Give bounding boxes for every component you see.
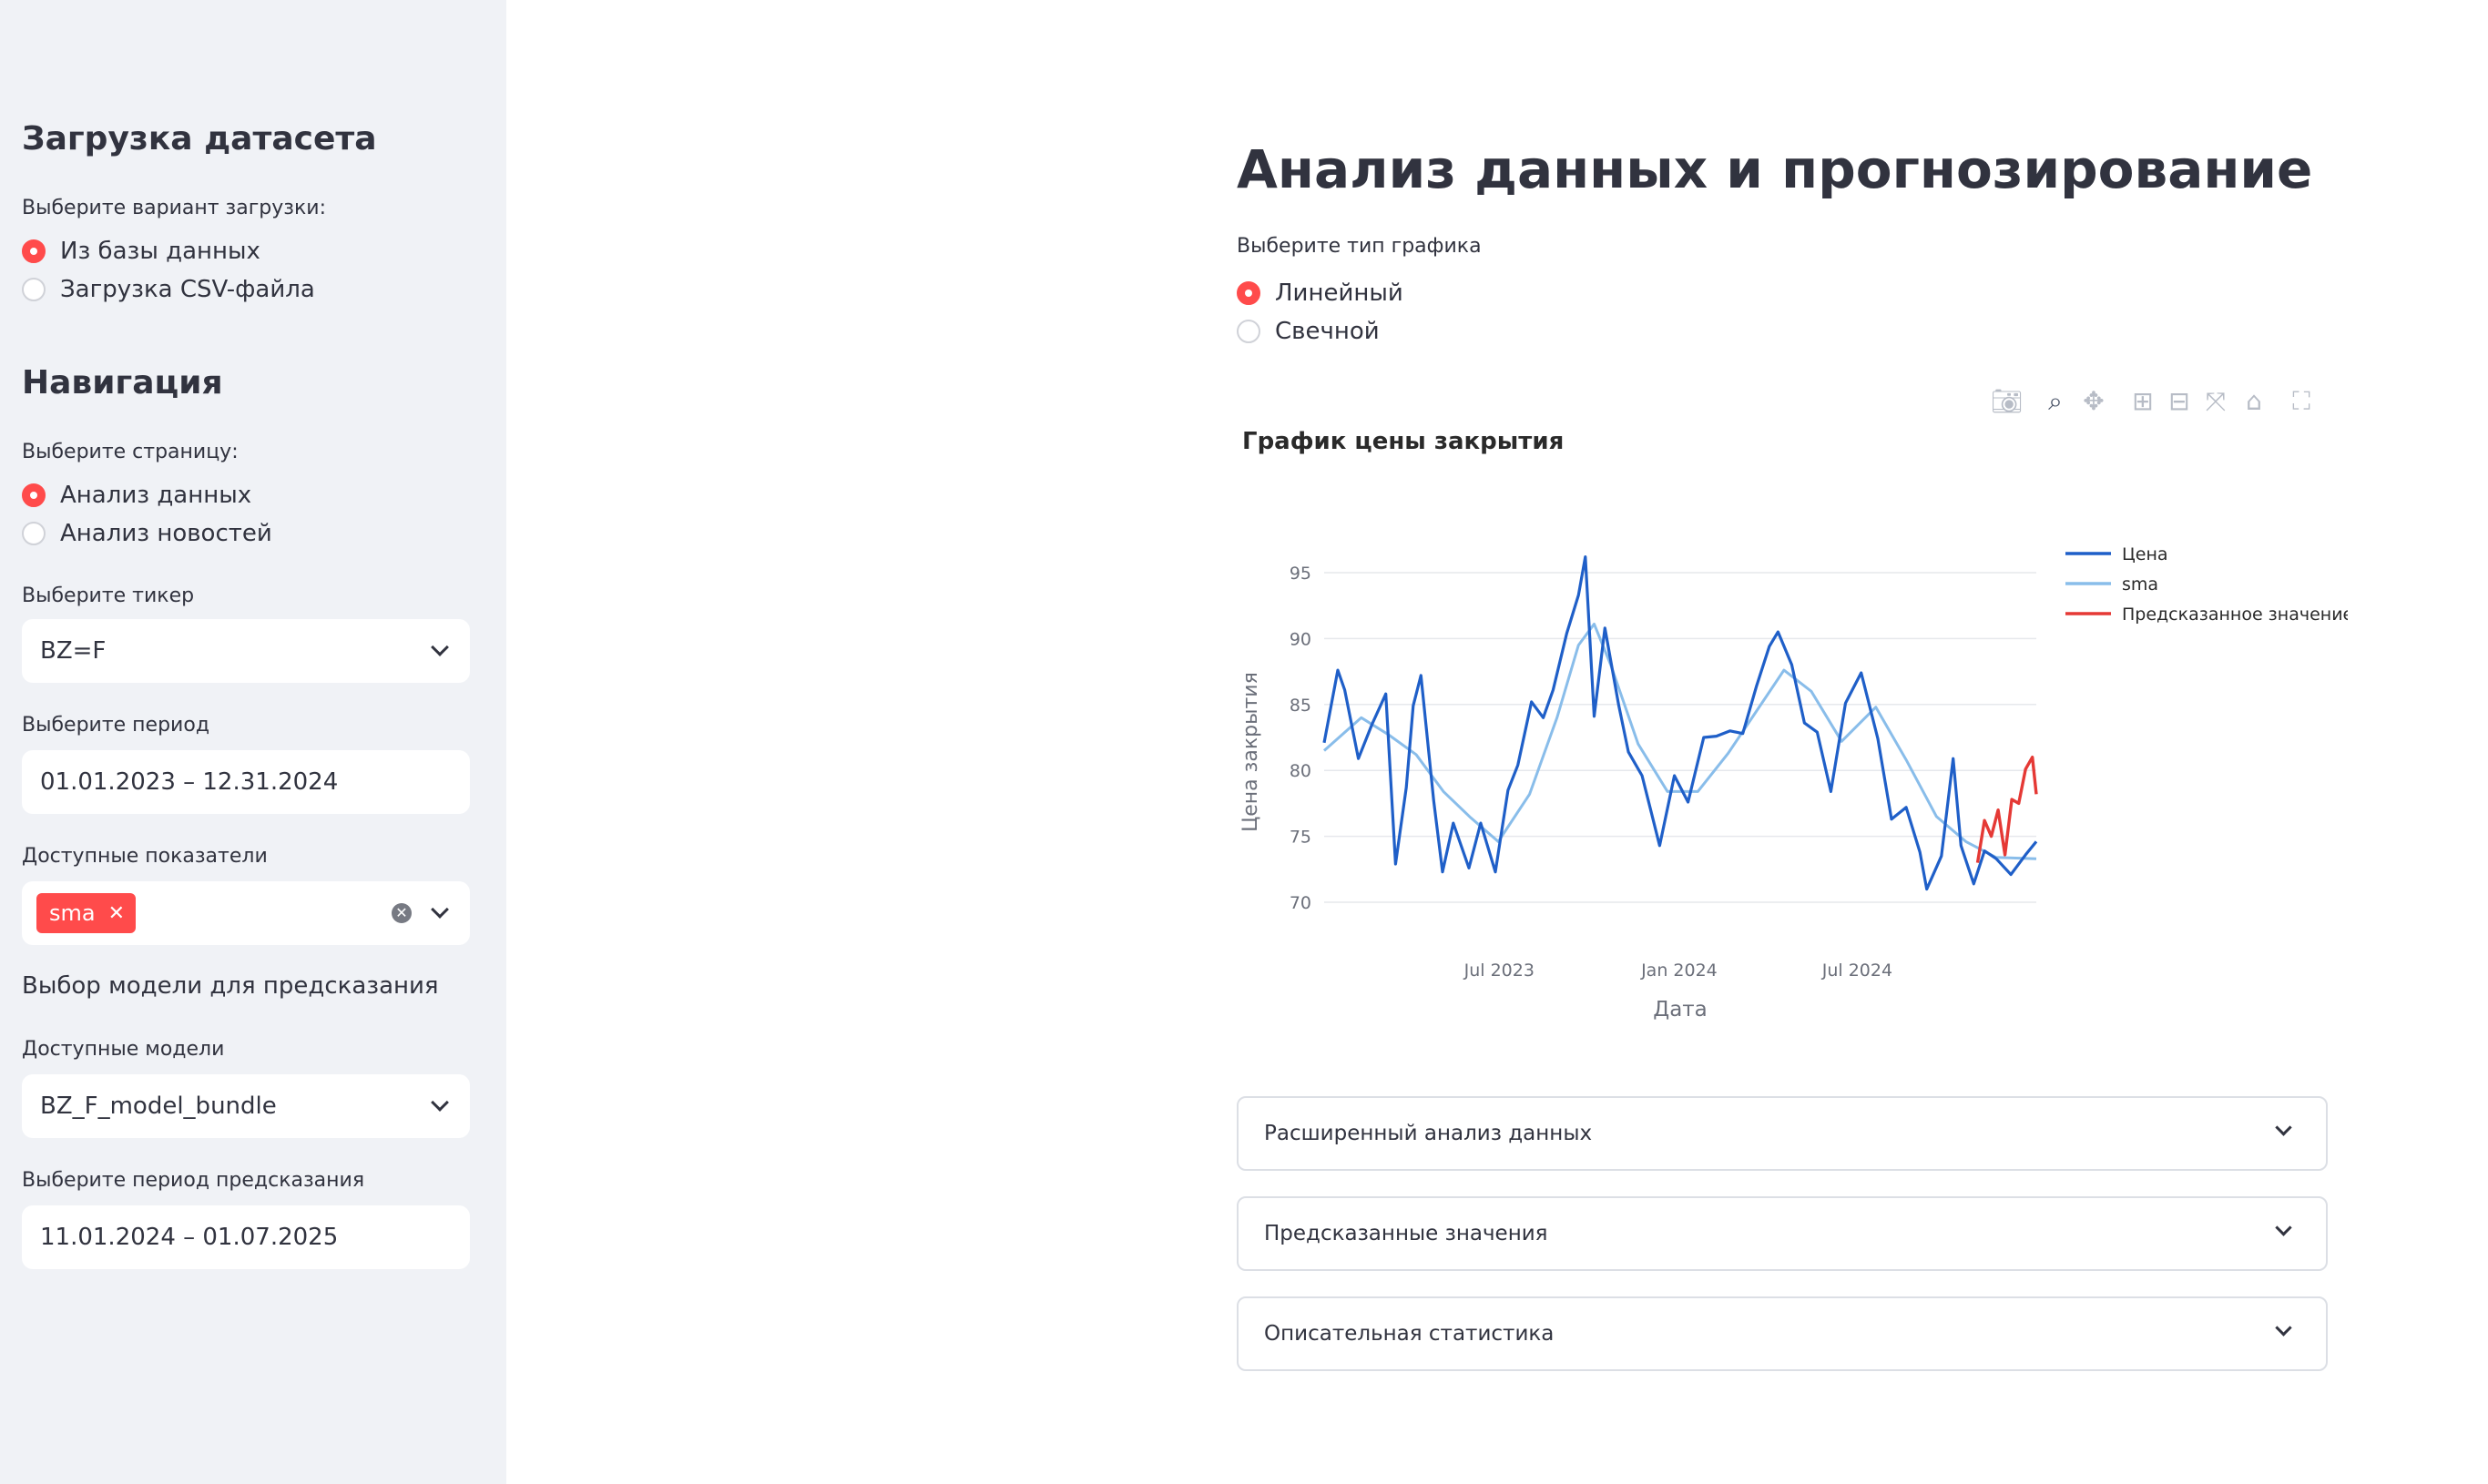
radio-load-csv[interactable]: Загрузка CSV-файла <box>22 273 315 306</box>
x-tick-label: Jul 2024 <box>1821 961 1892 981</box>
radio-label: Загрузка CSV-файла <box>60 276 315 303</box>
period-date-input[interactable]: 01.01.2023 – 12.31.2024 <box>22 750 470 814</box>
expander-predicted-values[interactable]: Предсказанные значения <box>1237 1196 2328 1271</box>
chevron-down-icon <box>431 638 449 656</box>
camera-icon[interactable]: 📷︎ <box>1991 386 2024 416</box>
radio-label: Анализ данных <box>60 482 252 509</box>
y-tick-label: 80 <box>1290 761 1311 781</box>
period-value: 01.01.2023 – 12.31.2024 <box>40 768 339 796</box>
chevron-down-icon <box>431 1093 449 1112</box>
ticker-select[interactable]: BZ=F <box>22 619 470 683</box>
series-line[interactable] <box>1322 554 2038 891</box>
price-chart[interactable]: 70 75 80 85 90 95 Jul 2023 Jan 2024 Jul 2024 Це… <box>1237 473 2348 1038</box>
expander-descriptive-stats[interactable]: Описательная статистика <box>1237 1296 2328 1371</box>
legend-label[interactable]: Цена <box>2122 544 2168 564</box>
chart-toolbar: 📷︎ ⌕ ✥ ⊞ ⊟ ⤧ ⌂ ⛶ <box>1991 386 2319 419</box>
chevron-down-icon <box>2275 1319 2292 1337</box>
chevron-down-icon <box>431 900 449 919</box>
x-tick-label: Jul 2023 <box>1463 961 1535 981</box>
zoom-out-icon[interactable]: ⊟ <box>2168 386 2190 416</box>
radio-selected-icon[interactable] <box>1237 281 1260 305</box>
zoom-icon[interactable]: ⌕ <box>2048 386 2063 416</box>
reset-axes-icon[interactable]: ⌂ <box>2246 386 2262 416</box>
chevron-down-icon <box>2275 1119 2292 1136</box>
indicators-multiselect[interactable]: sma ✕ ✕ <box>22 881 470 945</box>
radio-unselected-icon[interactable] <box>22 522 46 545</box>
radio-page-news-analysis[interactable]: Анализ новостей <box>22 517 272 550</box>
model-section-title: Выбор модели для предсказания <box>22 972 439 1000</box>
ticker-value: BZ=F <box>40 637 107 665</box>
legend-label[interactable]: Предсказанное значение <box>2122 605 2348 625</box>
y-tick-label: 70 <box>1290 893 1311 913</box>
period-label: Выберите период <box>22 714 210 737</box>
models-label: Доступные модели <box>22 1038 225 1061</box>
legend-label[interactable]: sma <box>2122 574 2158 595</box>
y-tick-label: 95 <box>1290 564 1311 584</box>
legend[interactable]: Цена sma Предсказанное значение <box>2065 544 2348 625</box>
y-axis-label: Цена закрытия <box>1239 672 1262 832</box>
page-title: Анализ данных и прогнозирование <box>1237 138 2313 200</box>
radio-selected-icon[interactable] <box>22 239 46 263</box>
radio-page-data-analysis[interactable]: Анализ данных <box>22 479 251 512</box>
load-option-label: Выберите вариант загрузки: <box>22 197 326 219</box>
x-tick-labels: Jul 2023 Jan 2024 Jul 2024 <box>1463 961 1892 981</box>
indicators-label: Доступные показатели <box>22 845 268 868</box>
series-line[interactable] <box>1323 622 2037 860</box>
page-select-label: Выберите страницу: <box>22 441 239 463</box>
radio-label: Линейный <box>1275 280 1403 307</box>
zoom-in-icon[interactable]: ⊞ <box>2132 386 2154 416</box>
grid-lines <box>1324 572 2036 903</box>
chart-title: График цены закрытия <box>1242 428 1565 455</box>
forecast-date-input[interactable]: 11.01.2024 – 01.07.2025 <box>22 1205 470 1269</box>
y-tick-label: 85 <box>1290 696 1311 716</box>
forecast-value: 11.01.2024 – 01.07.2025 <box>40 1224 339 1251</box>
ticker-label: Выберите тикер <box>22 584 195 607</box>
y-tick-labels: 70 75 80 85 90 95 <box>1290 564 1311 913</box>
expander-label: Описательная статистика <box>1264 1322 1555 1346</box>
model-select[interactable]: BZ_F_model_bundle <box>22 1074 470 1138</box>
chart-type-label: Выберите тип графика <box>1237 235 1482 258</box>
dataset-section-title: Загрузка датасета <box>22 120 377 158</box>
radio-label: Свечной <box>1275 318 1380 345</box>
y-tick-label: 75 <box>1290 828 1311 848</box>
radio-chart-candle[interactable]: Свечной <box>1237 315 1380 348</box>
pan-icon[interactable]: ✥ <box>2083 386 2105 416</box>
x-tick-label: Jan 2024 <box>1640 961 1718 981</box>
radio-chart-line[interactable]: Линейный <box>1237 277 1403 310</box>
clear-icon[interactable]: ✕ <box>392 903 412 923</box>
series-line[interactable] <box>1975 756 2038 863</box>
radio-selected-icon[interactable] <box>22 483 46 507</box>
autoscale-icon[interactable]: ⤧ <box>2205 386 2227 416</box>
expander-label: Расширенный анализ данных <box>1264 1122 1593 1145</box>
radio-unselected-icon[interactable] <box>1237 320 1260 343</box>
model-value: BZ_F_model_bundle <box>40 1093 277 1120</box>
sidebar: Загрузка датасета Выберите вариант загру… <box>0 0 506 1484</box>
radio-label: Из базы данных <box>60 238 260 265</box>
fullscreen-icon[interactable]: ⛶ <box>2292 386 2310 416</box>
radio-unselected-icon[interactable] <box>22 278 46 301</box>
radio-load-db[interactable]: Из базы данных <box>22 235 260 268</box>
expander-advanced-analysis[interactable]: Расширенный анализ данных <box>1237 1096 2328 1171</box>
indicator-tag[interactable]: sma ✕ <box>36 893 137 933</box>
series-lines <box>1322 554 2038 891</box>
remove-tag-icon[interactable]: ✕ <box>107 901 126 925</box>
indicator-tag-label: sma <box>49 900 96 926</box>
y-tick-label: 90 <box>1290 629 1311 649</box>
radio-label: Анализ новостей <box>60 520 272 547</box>
x-axis-label: Дата <box>1653 998 1708 1022</box>
chevron-down-icon <box>2275 1219 2292 1236</box>
forecast-period-label: Выберите период предсказания <box>22 1169 365 1192</box>
expander-label: Предсказанные значения <box>1264 1222 1548 1245</box>
nav-section-title: Навигация <box>22 364 223 401</box>
